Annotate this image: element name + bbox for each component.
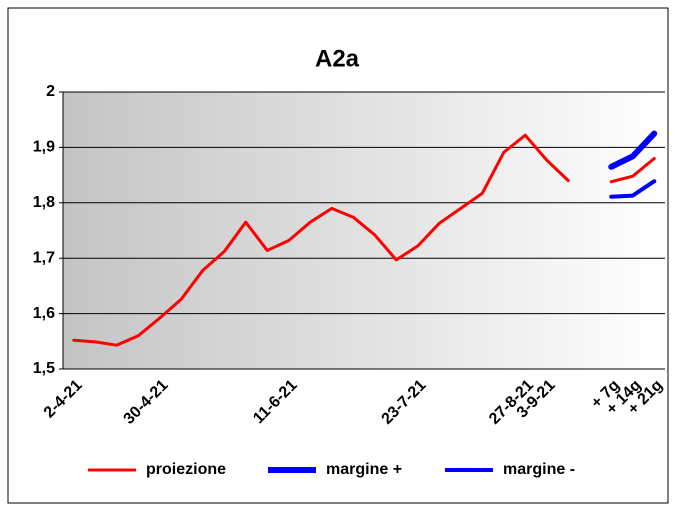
plot-area — [63, 92, 665, 369]
y-tick-label: 1,5 — [33, 360, 55, 377]
series-line — [72, 133, 570, 347]
y-tick-label: 1,6 — [33, 305, 55, 322]
legend-label: proiezione — [146, 461, 226, 478]
legend-label: margine + — [326, 461, 402, 478]
series-line — [609, 156, 656, 184]
y-tick-label: 1,8 — [33, 194, 55, 211]
y-tick-label: 1,9 — [33, 139, 55, 156]
chart-title: A2a — [315, 45, 360, 72]
series-line — [608, 130, 658, 170]
series-line — [609, 179, 657, 199]
y-tick-label: 1,7 — [33, 249, 55, 266]
legend-label: margine - — [503, 461, 575, 478]
y-tick-label: 2 — [46, 83, 55, 100]
